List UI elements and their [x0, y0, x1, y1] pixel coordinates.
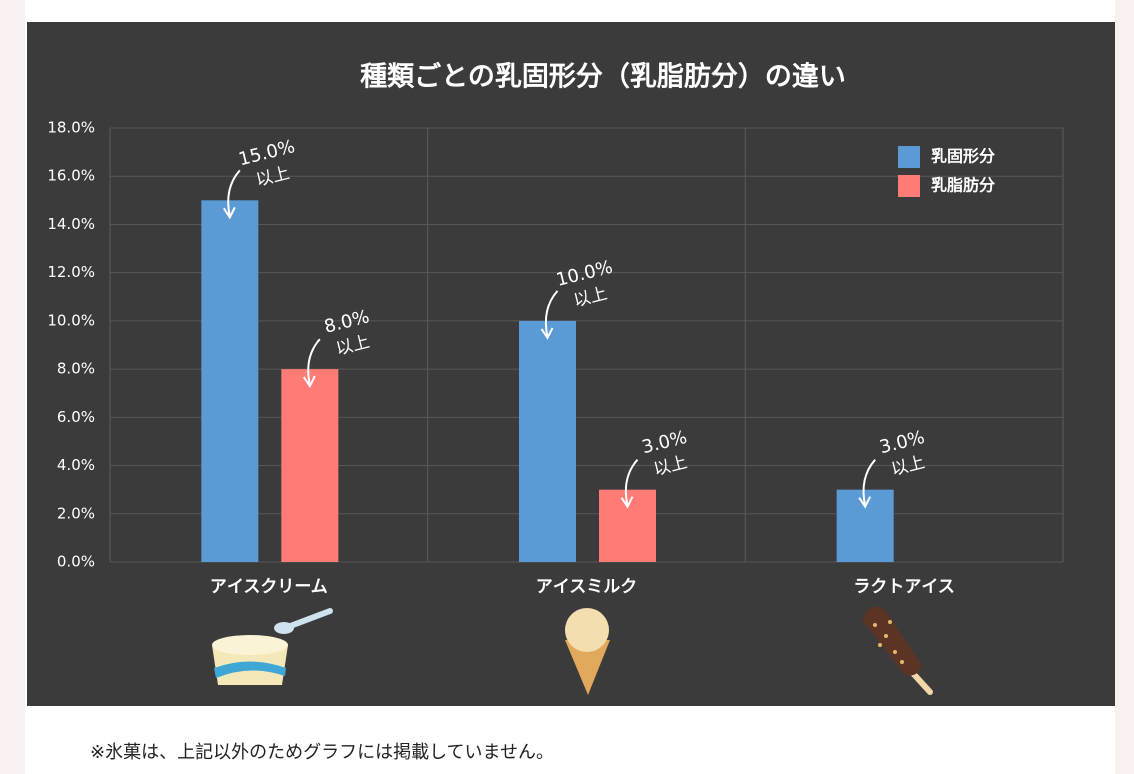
annotation-arrow	[862, 459, 876, 506]
x-tick-label: ラクトアイス	[853, 577, 955, 597]
y-tick-label: 16.0%	[47, 167, 95, 185]
icon-bar	[862, 606, 933, 695]
y-tick-label: 10.0%	[47, 311, 95, 329]
legend-label: 乳脂肪分	[931, 176, 995, 195]
annotation-arrowhead	[858, 496, 872, 509]
x-tick-label: アイスミルク	[536, 577, 638, 597]
bar	[519, 320, 576, 562]
annotation-arrow	[624, 459, 639, 506]
annotation-arrow	[227, 169, 241, 217]
annotation-arrowhead	[620, 496, 634, 509]
y-tick-label: 0.0%	[57, 553, 95, 571]
annotation-arrow	[307, 338, 321, 386]
y-tick-label: 6.0%	[57, 408, 95, 426]
annotation-arrowhead	[540, 327, 554, 340]
annotation-arrowhead	[223, 206, 236, 220]
y-tick-label: 2.0%	[57, 504, 95, 522]
legend-swatch	[898, 146, 920, 168]
annotation-arrow	[544, 290, 559, 338]
x-tick-label: アイスクリーム	[210, 577, 328, 597]
footnote: ※氷菓は、上記以外のためグラフには掲載していません。	[90, 742, 554, 763]
legend-swatch	[898, 175, 920, 197]
y-tick-label: 18.0%	[47, 119, 95, 137]
y-tick-label: 4.0%	[57, 456, 95, 474]
bar	[201, 200, 259, 563]
legend-label: 乳固形分	[931, 147, 995, 166]
bar	[281, 369, 339, 562]
icon-cup	[212, 608, 333, 685]
annotation-arrowhead	[303, 375, 316, 389]
icon-cone	[565, 608, 610, 695]
chart-title: 種類ごとの乳固形分（乳脂肪分）の違い	[360, 61, 846, 93]
y-tick-label: 12.0%	[47, 263, 95, 281]
y-tick-label: 8.0%	[57, 360, 95, 378]
y-tick-label: 14.0%	[47, 215, 95, 233]
